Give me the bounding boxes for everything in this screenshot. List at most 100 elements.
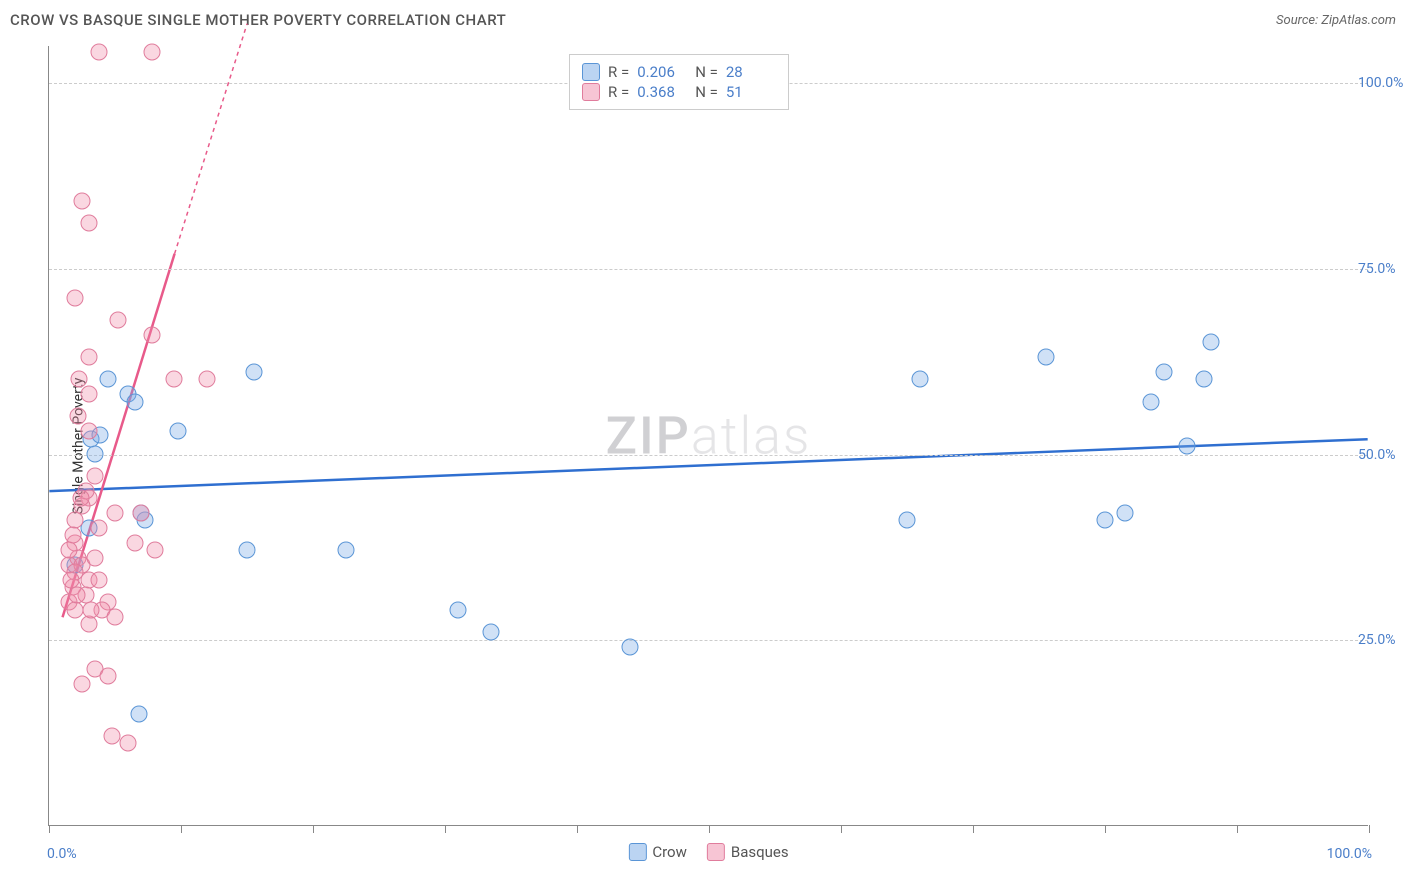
data-point-crow <box>245 363 262 380</box>
x-tick <box>709 825 710 833</box>
data-point-crow <box>899 512 916 529</box>
data-point-basques <box>80 215 97 232</box>
data-point-crow <box>1196 371 1213 388</box>
data-point-crow <box>1097 512 1114 529</box>
n-label: N = <box>695 83 718 101</box>
data-point-basques <box>67 289 84 306</box>
data-point-basques <box>199 371 216 388</box>
stats-row: R = 0.368 N = 51 <box>582 83 776 101</box>
data-point-basques <box>143 326 160 343</box>
legend-item-basques: Basques <box>707 843 789 861</box>
data-point-basques <box>91 44 108 61</box>
swatch-pink <box>582 83 600 101</box>
data-point-basques <box>126 534 143 551</box>
data-point-basques <box>91 519 108 536</box>
y-tick-label: 50.0% <box>1358 447 1406 463</box>
data-point-crow <box>126 393 143 410</box>
y-tick-label: 25.0% <box>1358 632 1406 648</box>
data-point-crow <box>239 542 256 559</box>
n-label: N = <box>695 63 718 81</box>
r-value: 0.368 <box>637 83 687 101</box>
gridline-h <box>49 455 1368 456</box>
x-tick <box>445 825 446 833</box>
x-tick <box>841 825 842 833</box>
x-label-left: 0.0% <box>47 846 77 862</box>
data-point-basques <box>83 601 100 618</box>
n-value: 28 <box>726 63 776 81</box>
data-point-basques <box>87 549 104 566</box>
data-point-basques <box>100 668 117 685</box>
data-point-basques <box>146 542 163 559</box>
chart-title: CROW VS BASQUE SINGLE MOTHER POVERTY COR… <box>10 11 506 29</box>
data-point-basques <box>80 386 97 403</box>
data-point-crow <box>483 623 500 640</box>
swatch-blue-icon <box>628 843 646 861</box>
data-point-crow <box>1156 363 1173 380</box>
data-point-crow <box>1037 349 1054 366</box>
data-point-basques <box>67 601 84 618</box>
data-point-basques <box>109 311 126 328</box>
data-point-crow <box>1116 505 1133 522</box>
x-label-right: 100.0% <box>1327 846 1372 862</box>
data-point-basques <box>60 542 77 559</box>
data-point-basques <box>72 490 89 507</box>
data-point-crow <box>1202 334 1219 351</box>
header: CROW VS BASQUE SINGLE MOTHER POVERTY COR… <box>0 0 1406 40</box>
swatch-blue <box>582 63 600 81</box>
watermark: ZIPatlas <box>606 405 812 466</box>
data-point-crow <box>450 601 467 618</box>
data-point-basques <box>104 727 121 744</box>
legend-item-crow: Crow <box>628 843 687 861</box>
r-value: 0.206 <box>637 63 687 81</box>
stats-legend-box: R = 0.206 N = 28 R = 0.368 N = 51 <box>569 54 789 110</box>
trend-line <box>49 439 1367 491</box>
y-tick-label: 75.0% <box>1358 261 1406 277</box>
data-point-crow <box>912 371 929 388</box>
x-tick <box>181 825 182 833</box>
data-point-basques <box>107 505 124 522</box>
data-point-crow <box>100 371 117 388</box>
chart-plot-area: ZIPatlas 25.0%50.0%75.0%100.0%0.0%100.0%… <box>48 46 1368 826</box>
n-value: 51 <box>726 83 776 101</box>
data-point-basques <box>87 467 104 484</box>
data-point-basques <box>74 675 91 692</box>
data-point-basques <box>107 609 124 626</box>
legend-label: Crow <box>652 843 687 861</box>
data-point-basques <box>166 371 183 388</box>
x-tick <box>973 825 974 833</box>
data-point-crow <box>87 445 104 462</box>
y-tick-label: 100.0% <box>1358 75 1406 91</box>
swatch-pink-icon <box>707 843 725 861</box>
trend-line <box>175 24 248 254</box>
x-tick <box>577 825 578 833</box>
data-point-crow <box>170 423 187 440</box>
data-point-crow <box>621 638 638 655</box>
x-tick <box>313 825 314 833</box>
data-point-basques <box>120 735 137 752</box>
data-point-basques <box>80 616 97 633</box>
data-point-basques <box>74 193 91 210</box>
data-point-basques <box>91 571 108 588</box>
data-point-crow <box>1178 438 1195 455</box>
data-point-basques <box>143 44 160 61</box>
data-point-basques <box>70 408 87 425</box>
data-point-crow <box>1143 393 1160 410</box>
r-label: R = <box>608 63 629 81</box>
data-point-basques <box>68 586 85 603</box>
stats-row: R = 0.206 N = 28 <box>582 63 776 81</box>
data-point-basques <box>133 505 150 522</box>
data-point-basques <box>80 349 97 366</box>
legend-label: Basques <box>731 843 789 861</box>
source-attribution: Source: ZipAtlas.com <box>1276 13 1396 28</box>
x-tick <box>1105 825 1106 833</box>
data-point-basques <box>80 423 97 440</box>
data-point-crow <box>338 542 355 559</box>
bottom-legend: Crow Basques <box>628 843 788 861</box>
gridline-h <box>49 269 1368 270</box>
trend-lines-layer <box>49 46 1368 825</box>
r-label: R = <box>608 83 629 101</box>
x-tick <box>1369 825 1370 833</box>
x-tick <box>1237 825 1238 833</box>
x-tick <box>49 825 50 833</box>
gridline-h <box>49 640 1368 641</box>
